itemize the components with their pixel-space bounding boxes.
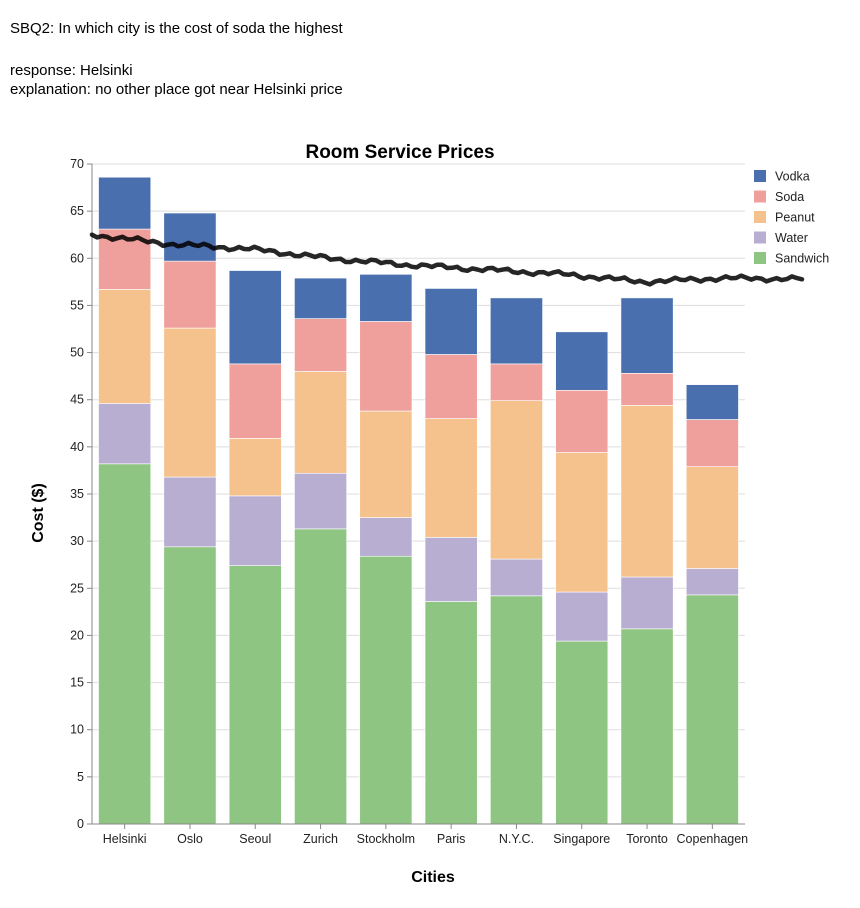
- bar-peanut-nyc: [490, 400, 543, 560]
- x-axis-title: Cities: [411, 869, 455, 886]
- legend-swatch: [754, 252, 766, 264]
- legend-swatch: [754, 231, 766, 244]
- y-tick-label: 40: [70, 440, 84, 454]
- explanation-text: explanation: no other place got near Hel…: [10, 81, 343, 98]
- bar-soda-zurich: [294, 318, 347, 372]
- bar-sandwich-zurich: [294, 528, 347, 825]
- legend-label: Sandwich: [775, 252, 829, 266]
- bar-water-zurich: [294, 472, 347, 530]
- x-tick-label: Singapore: [553, 832, 610, 846]
- bar-sandwich-stockholm: [359, 555, 413, 825]
- y-tick-label: 35: [70, 487, 84, 501]
- axes: [87, 163, 745, 829]
- bar-soda-paris: [424, 354, 478, 419]
- bar-sandwich-copenhagen: [685, 594, 739, 825]
- x-tick-label: Oslo: [177, 832, 203, 846]
- legend-label: Peanut: [775, 211, 815, 225]
- bar-vodka-oslo: [163, 212, 217, 262]
- x-tick-label: Helsinki: [103, 832, 147, 846]
- bar-soda-toronto: [620, 373, 674, 406]
- y-tick-label: 55: [70, 298, 84, 312]
- bar-vodka-paris: [424, 288, 478, 355]
- bar-water-helsinki: [98, 403, 152, 465]
- bar-soda-oslo: [163, 260, 217, 329]
- y-tick-label: 0: [77, 817, 84, 831]
- y-tick-label: 10: [70, 723, 84, 737]
- bar-vodka-helsinki: [98, 176, 152, 230]
- bar-water-stockholm: [359, 517, 413, 557]
- bar-vodka-nyc: [490, 297, 543, 365]
- legend-label: Vodka: [775, 170, 810, 184]
- question-text: SBQ2: In which city is the cost of soda …: [10, 20, 343, 37]
- bar-soda-singapore: [555, 389, 609, 453]
- y-tick-label: 65: [70, 204, 84, 218]
- x-tick-label: Paris: [437, 832, 465, 846]
- bar-vodka-singapore: [555, 331, 609, 391]
- bar-peanut-copenhagen: [685, 466, 739, 569]
- x-tick-label: Stockholm: [357, 832, 415, 846]
- legend-swatch: [754, 170, 766, 182]
- y-tick-label: 15: [70, 676, 84, 690]
- y-tick-label: 50: [70, 346, 84, 360]
- y-tick-label: 70: [70, 157, 84, 171]
- bar-peanut-singapore: [555, 452, 609, 593]
- y-tick-label: 20: [70, 628, 84, 642]
- bar-vodka-toronto: [620, 297, 674, 374]
- legend-label: Soda: [775, 190, 804, 204]
- bar-vodka-seoul: [228, 270, 282, 365]
- bar-sandwich-seoul: [228, 565, 282, 825]
- x-tick-label: Seoul: [239, 832, 271, 846]
- bar-water-oslo: [163, 476, 217, 548]
- legend-swatch: [754, 190, 766, 203]
- bar-peanut-paris: [424, 418, 478, 538]
- bar-soda-stockholm: [359, 321, 413, 412]
- chart-title: Room Service Prices: [305, 142, 494, 163]
- bar-vodka-stockholm: [359, 274, 413, 322]
- x-tick-label: N.Y.C.: [499, 832, 534, 846]
- bar-vodka-copenhagen: [685, 384, 739, 420]
- bar-soda-seoul: [228, 363, 282, 439]
- legend-swatch: [754, 211, 766, 223]
- y-axis-title: Cost ($): [30, 483, 47, 543]
- hand-drawn-line: [89, 232, 805, 287]
- tick-labels: 0 5 10 15 20 25 30 35 40 45 50 55 60 65 70 Helsinki Oslo…: [70, 157, 748, 846]
- bar-vodka-zurich: [294, 277, 347, 319]
- response-text: response: Helsinki: [10, 62, 133, 79]
- bar-sandwich-oslo: [163, 546, 217, 825]
- x-tick-label: Copenhagen: [677, 832, 749, 846]
- bar-sandwich-nyc: [490, 595, 543, 825]
- bar-water-nyc: [490, 558, 543, 597]
- legend-label: Water: [775, 231, 808, 245]
- y-tick-label: 60: [70, 251, 84, 265]
- bar-sandwich-singapore: [555, 640, 609, 825]
- bar-peanut-helsinki: [98, 289, 152, 404]
- bar-peanut-stockholm: [359, 410, 413, 518]
- bar-peanut-zurich: [294, 371, 347, 474]
- bar-water-singapore: [555, 591, 609, 642]
- y-tick-label: 45: [70, 393, 84, 407]
- legend: Vodka Soda Peanut Water Sandwich: [754, 170, 829, 266]
- bar-water-toronto: [620, 576, 674, 630]
- bars: [98, 176, 739, 825]
- bar-peanut-seoul: [228, 438, 282, 497]
- bar-peanut-toronto: [620, 405, 674, 578]
- y-tick-label: 5: [77, 770, 84, 784]
- bar-water-seoul: [228, 495, 282, 566]
- bar-sandwich-paris: [424, 601, 478, 825]
- bar-sandwich-helsinki: [98, 463, 152, 825]
- x-tick-label: Toronto: [626, 832, 668, 846]
- y-tick-label: 25: [70, 581, 84, 595]
- bar-soda-nyc: [490, 363, 543, 401]
- bar-soda-copenhagen: [685, 419, 739, 467]
- x-tick-label: Zurich: [303, 832, 338, 846]
- bar-sandwich-toronto: [620, 628, 674, 825]
- bar-water-paris: [424, 537, 478, 602]
- bar-peanut-oslo: [163, 327, 217, 478]
- y-tick-label: 30: [70, 534, 84, 548]
- bar-water-copenhagen: [685, 568, 739, 596]
